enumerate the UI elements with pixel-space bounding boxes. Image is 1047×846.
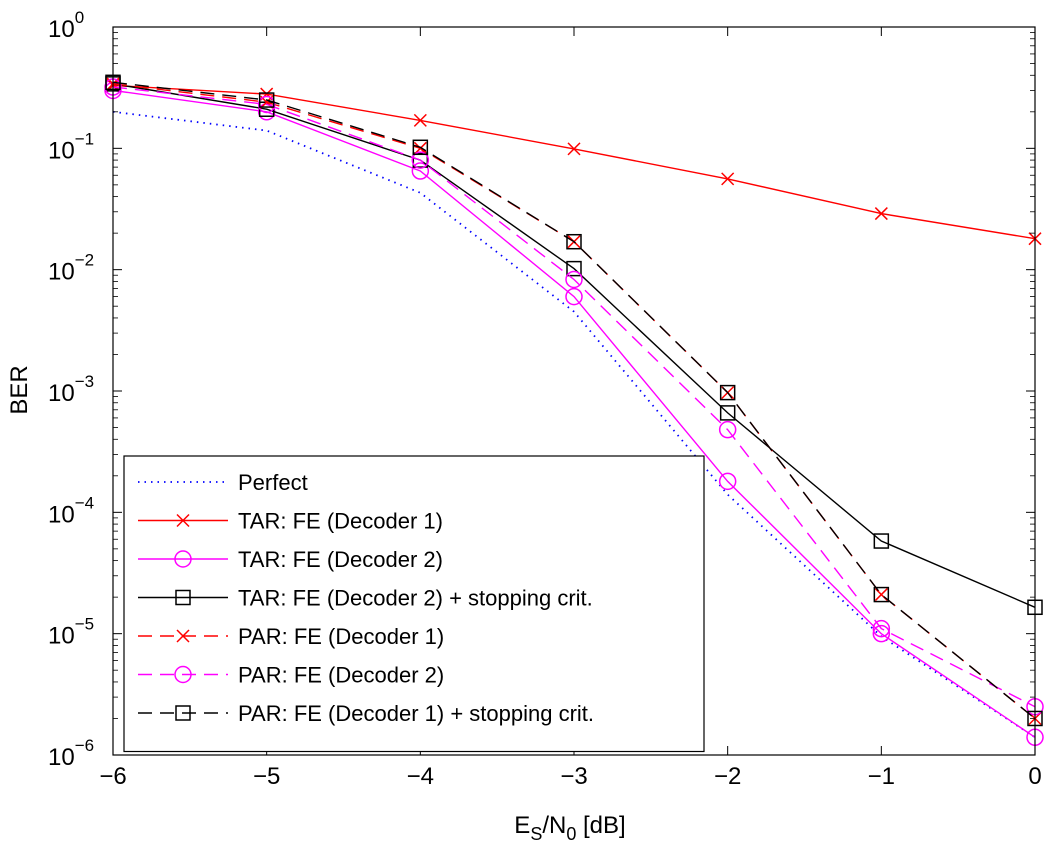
series-2-point — [565, 287, 583, 306]
series-1-point — [721, 172, 735, 186]
x-tick-label: −2 — [714, 763, 741, 790]
legend-marker-5 — [174, 665, 192, 684]
legend-marker-6 — [175, 705, 191, 721]
x-tick-label: −1 — [868, 763, 895, 790]
legend: Perfect TAR: FE (Decoder 1) TAR: FE (Decod… — [123, 455, 705, 753]
series-5-point — [411, 151, 430, 169]
series-2-point — [872, 624, 891, 643]
series-line-6 — [112, 81, 1036, 720]
legend-label-6: PAR: FE (Decoder 1) + stopping crit. — [238, 701, 594, 726]
series-1-point — [567, 142, 581, 156]
legend-label-3: TAR: FE (Decoder 2) + stopping crit. — [238, 586, 593, 611]
tick-layer — [112, 26, 1036, 756]
legend-marker-3 — [175, 589, 191, 606]
series-5-point — [257, 95, 276, 114]
x-axis-label: ES/N0 [dB] — [514, 812, 625, 841]
y-tick-label: 10−2 — [48, 251, 94, 286]
legend-marker-1 — [176, 513, 190, 528]
y-tick-label: 10−1 — [48, 129, 94, 164]
legend-label-0: Perfect — [238, 470, 308, 495]
series-5-point — [718, 420, 737, 439]
x-tick-label: −4 — [407, 763, 434, 790]
series-1-point — [874, 207, 888, 221]
legend-label-4: PAR: FE (Decoder 1) — [238, 624, 444, 649]
y-tick-label: 10−6 — [48, 736, 94, 771]
series-2-point — [411, 162, 430, 180]
series-6-point — [566, 233, 582, 250]
series-6-point — [258, 92, 275, 108]
series-6-point — [412, 139, 429, 156]
series-3-point — [412, 152, 429, 168]
x-axis-label-mid: /N — [542, 812, 566, 839]
x-axis-label-tail: [dB] — [576, 812, 625, 839]
x-axis-label-main: E — [514, 812, 530, 839]
series-3-point — [873, 533, 890, 549]
x-tick-label: −3 — [560, 763, 587, 790]
legend-marker-2 — [174, 550, 192, 568]
series-1-point — [413, 113, 427, 127]
series-6-point — [719, 384, 736, 401]
x-tick-label: 0 — [1028, 763, 1041, 790]
y-tick-label: 10−4 — [48, 493, 94, 528]
x-tick-label: −5 — [253, 763, 280, 790]
y-axis-label: BER — [6, 365, 33, 414]
y-tick-label: 10−3 — [48, 372, 94, 407]
y-tick-label: 10−5 — [48, 615, 94, 650]
legend-box — [123, 455, 705, 753]
x-tick-label: −6 — [99, 763, 126, 790]
series-3-point — [566, 260, 582, 277]
series-line-3 — [112, 83, 1036, 608]
legend-label-1: TAR: FE (Decoder 1) — [238, 509, 443, 534]
x-axis-label-sub1: S — [530, 824, 542, 841]
x-axis-label-sub2: 0 — [566, 824, 576, 841]
series-2-point — [718, 472, 737, 491]
series-5-point — [565, 270, 583, 289]
legend-label-5: PAR: FE (Decoder 2) — [238, 663, 444, 688]
y-tick-label: 100 — [48, 8, 84, 43]
series-6-point — [873, 586, 890, 603]
series-line-5 — [112, 86, 1036, 708]
legend-label-2: TAR: FE (Decoder 2) — [238, 547, 443, 572]
series-3-point — [719, 405, 736, 421]
series-5-point — [872, 619, 891, 638]
plot-layer — [104, 74, 1044, 747]
legend-marker-4 — [176, 629, 190, 643]
label-layer: −6 −5 −4 −3 −2 −1 0 100 10−1 10−2 10−3 10−4 10−5 10−6 — [48, 8, 1042, 790]
